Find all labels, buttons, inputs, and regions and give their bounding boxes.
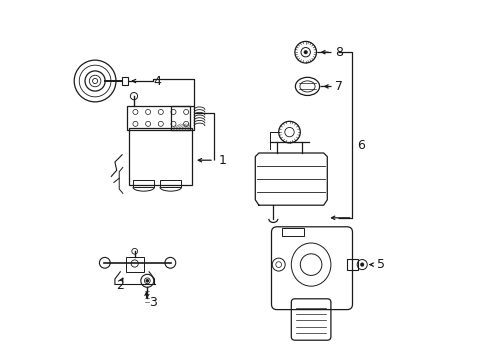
- Text: 6: 6: [356, 139, 364, 152]
- Bar: [346, 259, 357, 270]
- Bar: [122, 77, 127, 85]
- Text: 3: 3: [148, 296, 156, 309]
- Text: 1: 1: [218, 154, 226, 167]
- Circle shape: [146, 280, 148, 282]
- Text: 4: 4: [153, 75, 161, 87]
- Text: 8: 8: [335, 46, 343, 59]
- Circle shape: [360, 263, 363, 266]
- Bar: [125, 257, 143, 272]
- Bar: [282, 228, 303, 236]
- Circle shape: [303, 50, 307, 54]
- Bar: [133, 180, 154, 187]
- Text: 7: 7: [335, 80, 343, 93]
- Bar: [170, 106, 190, 130]
- Bar: [160, 180, 181, 187]
- Text: 5: 5: [376, 258, 384, 271]
- Text: 2: 2: [116, 279, 123, 292]
